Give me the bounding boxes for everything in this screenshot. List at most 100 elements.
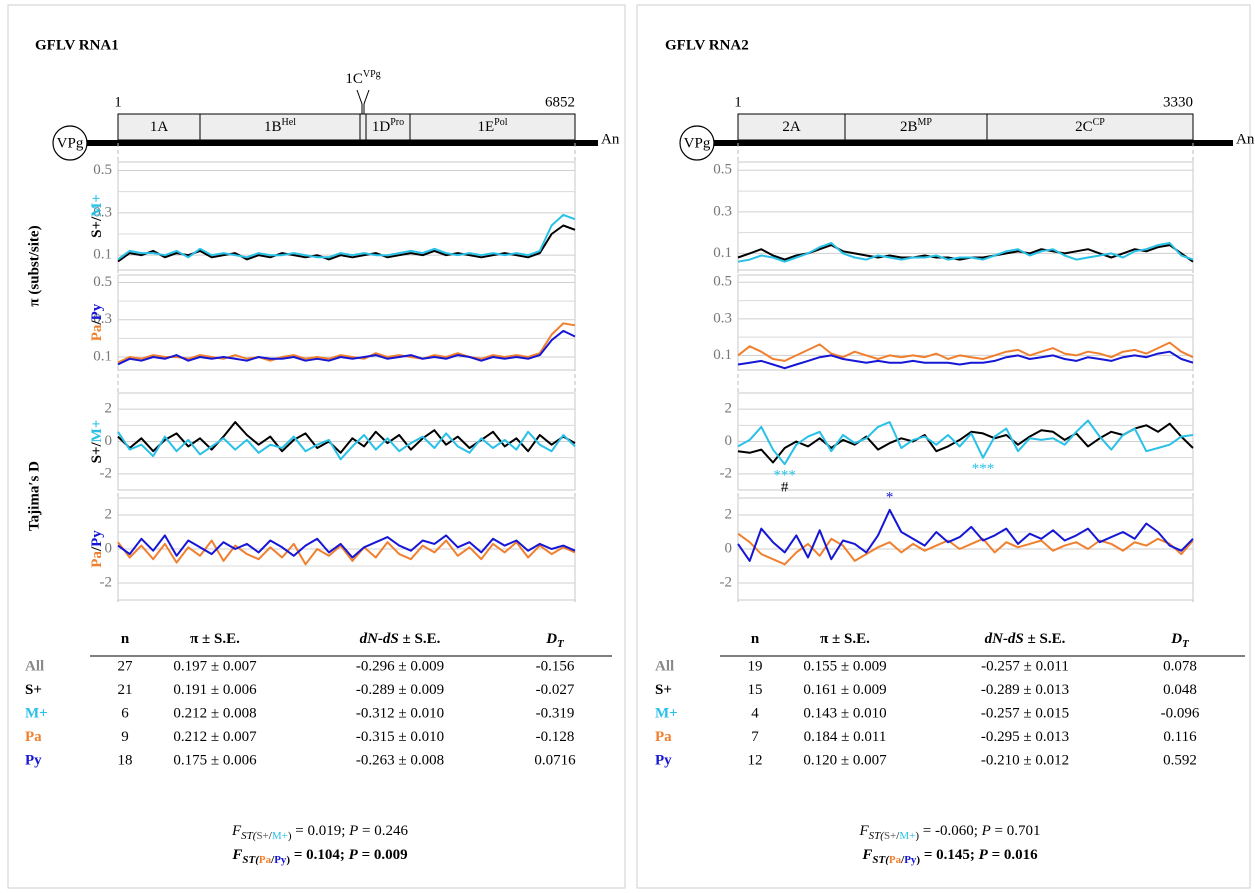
series-legend: Pa/Py <box>89 303 105 341</box>
row-label: S+ <box>655 682 672 698</box>
plot-frame <box>737 274 1194 371</box>
vpg-circle <box>52 125 88 161</box>
series-line <box>117 213 576 261</box>
domain-name: 2A <box>782 119 801 135</box>
text-part: P <box>349 847 359 863</box>
domain-box <box>409 113 576 141</box>
legend-entry: Pa <box>89 324 105 341</box>
text-part: S+ <box>884 830 896 842</box>
panel-frame <box>7 4 626 889</box>
plot-frame <box>737 161 1194 271</box>
text-part: = -0.060; <box>919 823 982 839</box>
table-cell: 0.191 ± 0.006 <box>173 682 257 698</box>
y-tick-label: 2 <box>725 401 733 417</box>
table-header: DT <box>1170 631 1190 649</box>
legend-separator: / <box>89 320 105 326</box>
domain-pointer <box>356 89 363 114</box>
y-tick-label: 0.3 <box>713 310 732 326</box>
domain-pointer <box>363 89 370 114</box>
text-part: π ± S.E. <box>820 631 870 647</box>
text-part: ) <box>915 830 919 842</box>
domain-label: 2BMP <box>900 117 932 135</box>
text-part: = 0.104; <box>290 847 349 863</box>
text-part: M+ <box>899 830 915 842</box>
text-part: = 0.246 <box>358 823 408 839</box>
domain-sup: Hel <box>282 117 297 128</box>
annotation: # <box>781 480 789 496</box>
row-label: Pa <box>655 729 672 745</box>
text-part: F <box>231 823 242 839</box>
text-part: F <box>231 847 242 863</box>
fst-line: FST(S+/M+) = -0.060; P = 0.701 <box>858 823 1040 841</box>
table-cell: -0.263 ± 0.008 <box>356 752 444 768</box>
text-part: F <box>858 823 869 839</box>
domain-label: 1CVPg <box>345 69 380 87</box>
text-part: n <box>121 631 130 647</box>
row-label: All <box>25 658 44 674</box>
series-line <box>737 242 1194 263</box>
domain-name: 1B <box>264 119 282 135</box>
table-header: dN-dS ± S.E. <box>985 631 1066 647</box>
text-part: M+ <box>272 830 288 842</box>
table-cell: -0.156 <box>536 658 575 674</box>
text-part: = 0.019; <box>291 823 349 839</box>
domain-sup: Pol <box>494 117 508 128</box>
row-label: M+ <box>25 705 48 721</box>
table-cell: 4 <box>751 705 759 721</box>
text-part: ± S.E. <box>399 631 441 647</box>
text-part: T <box>557 638 565 650</box>
domain-sup: MP <box>918 117 933 128</box>
table-cell: -0.319 <box>536 705 575 721</box>
axis-title: π (subst/site) <box>26 225 42 306</box>
domain-label: 2A <box>782 119 801 135</box>
y-tick-label: 0.1 <box>713 245 732 261</box>
text-part: / <box>270 854 275 866</box>
annotation: *** <box>972 461 995 477</box>
table-cell: -0.295 ± 0.013 <box>981 729 1069 745</box>
table-header: dN-dS ± S.E. <box>360 631 441 647</box>
table-header: DT <box>545 631 565 649</box>
table-cell: 0.184 ± 0.011 <box>804 729 887 745</box>
table-cell: 9 <box>121 729 129 745</box>
table-cell: 6 <box>121 705 129 721</box>
table-cell: 0.161 ± 0.009 <box>803 682 886 698</box>
panel-title: GFLV RNA1 <box>35 37 119 53</box>
text-part: ST( <box>241 830 258 842</box>
text-part: ± S.E. <box>1024 631 1066 647</box>
y-tick-label: 0.5 <box>93 274 112 290</box>
table-cell: -0.289 ± 0.013 <box>981 682 1069 698</box>
table-cell: 7 <box>751 729 759 745</box>
domain-sup: Pro <box>390 117 404 128</box>
text-part: = 0.701 <box>991 823 1041 839</box>
tail-label: An <box>601 131 620 147</box>
series-line <box>737 341 1194 362</box>
text-part: Pa <box>889 854 902 866</box>
table-cell: -0.027 <box>536 682 575 698</box>
table-cell: 0.197 ± 0.007 <box>173 658 257 674</box>
text-part: n <box>751 631 760 647</box>
legend-entry: Pa <box>89 551 105 568</box>
y-tick-label: 0 <box>725 540 733 556</box>
domain-label: 1A <box>150 119 169 135</box>
y-tick-label: 2 <box>105 506 113 522</box>
text-part: ) <box>286 854 290 866</box>
map-end: 3330 <box>1163 94 1193 110</box>
vpg-label: VPg <box>57 135 84 151</box>
text-part: ST( <box>869 830 886 842</box>
series-legend: S+/M+ <box>89 420 105 464</box>
table-cell: 27 <box>118 658 134 674</box>
domain-name: 1C <box>345 71 363 87</box>
legend-separator: / <box>89 442 105 448</box>
text-part: Py <box>904 854 917 866</box>
text-part: D <box>1170 631 1182 647</box>
table-cell: -0.128 <box>536 729 575 745</box>
table-cell: -0.296 ± 0.009 <box>356 658 444 674</box>
table-cell: 0.048 <box>1163 682 1197 698</box>
row-label: M+ <box>655 705 678 721</box>
text-part: dN-dS <box>985 631 1024 647</box>
text-part: / <box>896 830 900 842</box>
series-legend: Pa/Py <box>89 530 105 568</box>
annotation: * <box>886 489 894 505</box>
domain-label: 1DPro <box>372 117 404 135</box>
